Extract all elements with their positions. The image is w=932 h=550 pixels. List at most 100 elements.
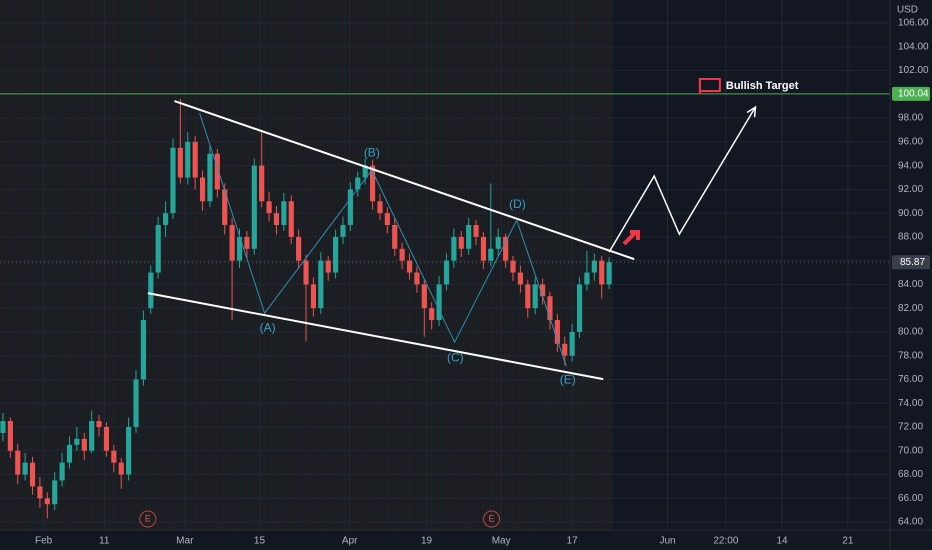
candle-body — [52, 480, 58, 505]
candle-body — [562, 343, 568, 356]
y-tick-label: 106.00 — [898, 18, 929, 29]
candle-body — [81, 438, 87, 451]
y-tick-label: 92.00 — [898, 184, 923, 195]
candle-body — [140, 320, 146, 380]
y-tick-label: 68.00 — [898, 469, 923, 480]
wave-label: (E) — [560, 372, 576, 386]
x-tick-label: 22:00 — [713, 536, 738, 547]
y-tick-label: 88.00 — [898, 232, 923, 243]
candle-body — [177, 147, 183, 178]
x-tick-label: Mar — [176, 536, 194, 547]
candle-body — [0, 421, 6, 433]
candle-body — [266, 201, 272, 214]
earnings-label: E — [145, 513, 151, 523]
candle-body — [111, 450, 117, 463]
candle-body — [599, 260, 605, 285]
candle-body — [296, 236, 302, 261]
earnings-marker — [139, 510, 157, 528]
candle-body — [148, 272, 154, 309]
y-tick-label: 102.00 — [898, 65, 929, 76]
candle-body — [273, 213, 280, 226]
candle-body — [222, 189, 228, 226]
candle-body — [214, 153, 220, 190]
candle-body — [74, 438, 80, 445]
candle-body — [539, 284, 546, 297]
candle-body — [103, 426, 110, 451]
candle-body — [7, 421, 13, 451]
candle-body — [480, 236, 487, 261]
y-tick-label: 98.00 — [898, 113, 923, 124]
candle-body — [369, 165, 376, 202]
trendline — [147, 292, 604, 381]
candle-body — [303, 260, 309, 285]
y-tick-label: 104.00 — [898, 41, 929, 52]
y-tick-label: 74.00 — [898, 398, 923, 409]
candle-body — [399, 248, 405, 261]
candle-body — [458, 236, 464, 249]
x-tick-label: 21 — [842, 536, 854, 547]
candle-body — [192, 141, 198, 178]
candle-body — [96, 421, 102, 427]
y-tick-label: 96.00 — [898, 136, 923, 147]
candle-body — [281, 201, 287, 226]
wave-label: (B) — [364, 145, 380, 159]
candle-body — [554, 320, 560, 344]
candle-body — [421, 284, 427, 309]
candle-body — [473, 225, 479, 237]
candle-body — [170, 147, 176, 214]
x-tick-label: Feb — [35, 536, 53, 547]
candle-body — [429, 308, 435, 321]
candle-body — [155, 225, 161, 273]
candle-body — [392, 225, 398, 249]
candle-body — [436, 284, 442, 321]
candle-body — [532, 284, 538, 309]
candle-body — [66, 444, 73, 463]
candle-body — [510, 260, 516, 273]
candle-body — [318, 260, 324, 309]
level-badge — [892, 86, 930, 101]
candle-body — [591, 260, 597, 273]
candle-body — [384, 213, 390, 226]
candle-body — [466, 225, 472, 249]
y-tick-label: 94.00 — [898, 160, 923, 171]
candle-body — [229, 225, 235, 261]
candle-body — [443, 260, 450, 285]
candle-body — [503, 236, 509, 261]
wave-label: (C) — [447, 350, 464, 364]
candle-body — [362, 165, 368, 178]
x-tick-label: 19 — [421, 536, 433, 547]
candle-body — [288, 201, 294, 237]
last-price-label: 85.87 — [900, 257, 925, 268]
candle-body — [118, 462, 124, 475]
x-tick-label: Jun — [659, 536, 675, 547]
candle-body — [606, 262, 612, 285]
y-tick-label: 66.00 — [898, 493, 923, 504]
candle-body — [488, 248, 494, 261]
candle-body — [414, 272, 420, 285]
candle-body — [569, 331, 575, 356]
wave-label: (D) — [509, 197, 526, 211]
earnings-marker — [483, 510, 501, 528]
x-tick-label: 14 — [777, 536, 789, 547]
candle-body — [59, 462, 65, 481]
candle-body — [355, 177, 361, 190]
candle-body — [89, 421, 95, 451]
last-price-badge — [892, 255, 930, 270]
y-tick-label: 72.00 — [898, 422, 923, 433]
x-tick-label: 11 — [99, 536, 110, 547]
x-tick-label: May — [492, 536, 511, 547]
y-tick-label: 90.00 — [898, 208, 923, 219]
arrow-head — [746, 105, 757, 118]
candle-body — [22, 462, 28, 475]
wave-label: (A) — [260, 320, 276, 334]
candle-body — [347, 189, 353, 226]
candle-body — [37, 486, 43, 499]
y-tick-label: 80.00 — [898, 327, 923, 338]
candle-body — [517, 272, 523, 285]
candle-body — [547, 296, 553, 321]
candle-body — [162, 213, 169, 226]
y-tick-label: 76.00 — [898, 374, 923, 385]
candle-body — [199, 177, 206, 202]
x-tick-label: 15 — [254, 536, 266, 547]
